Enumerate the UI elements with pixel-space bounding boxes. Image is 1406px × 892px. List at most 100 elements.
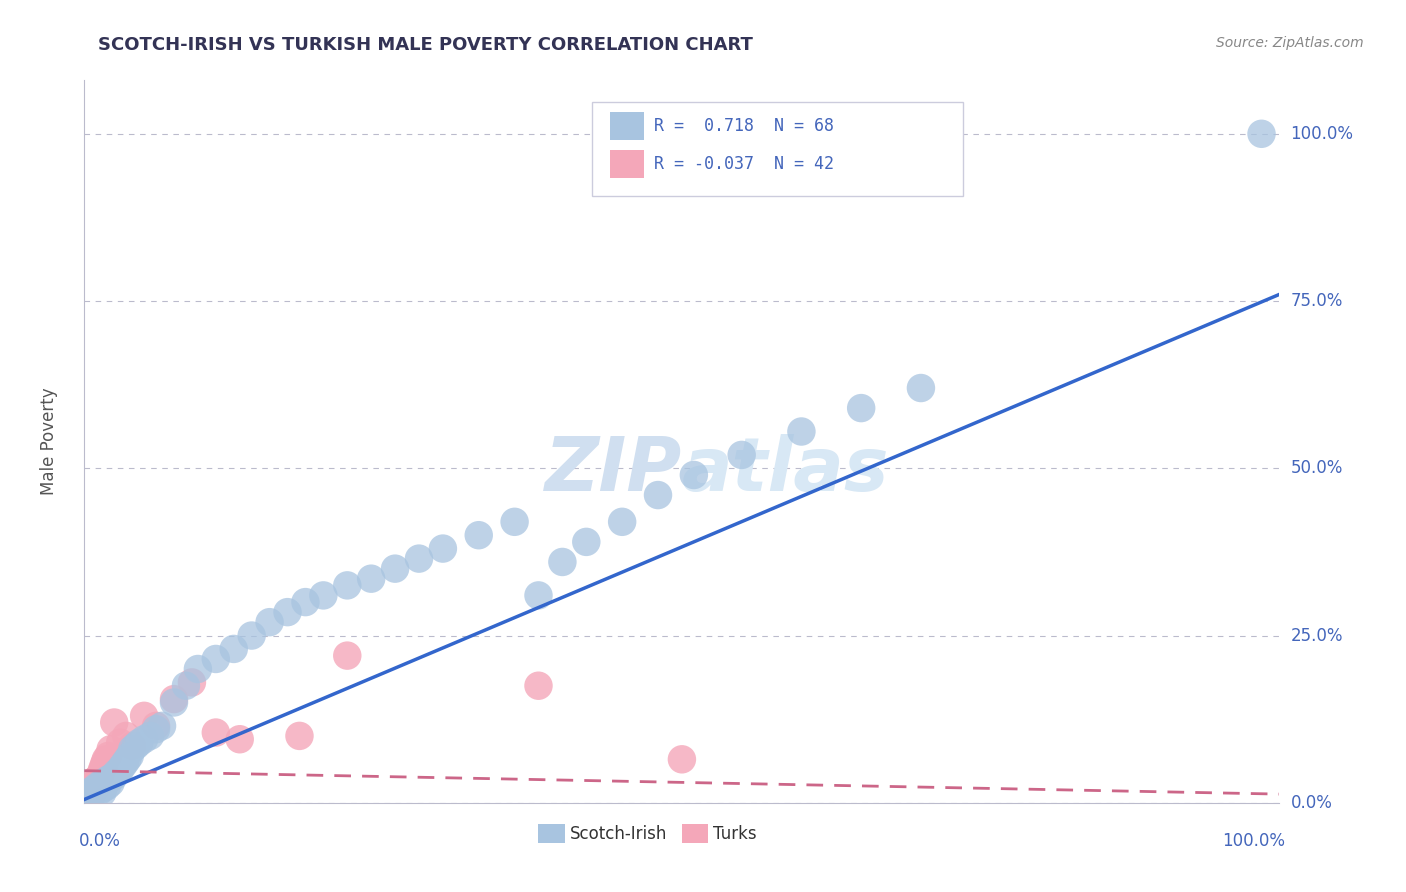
- Point: [86, 776, 108, 790]
- Point: [84, 779, 107, 793]
- Point: [145, 719, 167, 733]
- Point: [93, 756, 115, 770]
- Point: [125, 739, 148, 753]
- Text: 75.0%: 75.0%: [1291, 292, 1343, 310]
- Point: [77, 789, 100, 804]
- Point: [96, 779, 118, 793]
- Point: [77, 790, 100, 805]
- Point: [259, 615, 281, 630]
- Bar: [610, 112, 644, 139]
- Point: [336, 578, 359, 592]
- Point: [187, 662, 209, 676]
- Point: [94, 774, 117, 789]
- Text: atlas: atlas: [682, 434, 890, 507]
- Point: [100, 742, 122, 756]
- Point: [731, 448, 754, 462]
- Point: [97, 749, 120, 764]
- Point: [77, 788, 100, 802]
- Point: [145, 723, 167, 737]
- Text: 50.0%: 50.0%: [1291, 459, 1343, 477]
- Point: [83, 781, 105, 796]
- Point: [93, 759, 115, 773]
- Point: [76, 790, 98, 805]
- Text: 100.0%: 100.0%: [1291, 125, 1354, 143]
- Point: [89, 784, 111, 798]
- Point: [80, 784, 103, 798]
- Point: [503, 515, 526, 529]
- Text: R =  0.718  N = 68: R = 0.718 N = 68: [654, 117, 834, 135]
- Point: [612, 515, 634, 529]
- Point: [851, 401, 873, 416]
- Point: [83, 784, 105, 798]
- Point: [79, 786, 101, 800]
- Point: [205, 652, 228, 666]
- Point: [79, 789, 101, 804]
- Point: [527, 679, 550, 693]
- Text: 100.0%: 100.0%: [1222, 831, 1285, 850]
- Text: 25.0%: 25.0%: [1291, 626, 1343, 645]
- Text: Turks: Turks: [713, 825, 756, 843]
- Point: [163, 692, 186, 706]
- Point: [84, 784, 107, 798]
- Point: [408, 551, 430, 566]
- Point: [101, 771, 124, 785]
- Point: [115, 729, 138, 743]
- Point: [336, 648, 359, 663]
- Point: [384, 562, 406, 576]
- Text: SCOTCH-IRISH VS TURKISH MALE POVERTY CORRELATION CHART: SCOTCH-IRISH VS TURKISH MALE POVERTY COR…: [98, 36, 754, 54]
- Point: [910, 381, 932, 395]
- Point: [294, 595, 316, 609]
- Point: [121, 739, 143, 753]
- Point: [83, 785, 105, 799]
- Point: [77, 788, 100, 802]
- Point: [128, 735, 150, 749]
- Point: [87, 782, 110, 797]
- Point: [150, 719, 173, 733]
- Point: [90, 779, 112, 793]
- Point: [527, 589, 550, 603]
- Point: [139, 729, 162, 743]
- Point: [91, 776, 114, 790]
- Point: [240, 628, 263, 642]
- Point: [93, 781, 115, 796]
- Point: [77, 789, 100, 804]
- Point: [277, 605, 299, 619]
- Point: [91, 762, 114, 776]
- Point: [790, 425, 813, 439]
- Point: [671, 752, 693, 766]
- Point: [93, 777, 115, 791]
- Point: [84, 782, 107, 797]
- Text: Scotch-Irish: Scotch-Irish: [569, 825, 666, 843]
- Point: [117, 752, 139, 766]
- Point: [82, 786, 104, 800]
- Point: [91, 786, 114, 800]
- Point: [105, 765, 128, 780]
- Point: [114, 756, 136, 770]
- Point: [229, 732, 252, 747]
- Point: [87, 771, 110, 785]
- Point: [1250, 127, 1272, 141]
- Point: [288, 729, 311, 743]
- Point: [97, 772, 120, 787]
- Point: [132, 708, 156, 723]
- Bar: [538, 824, 565, 843]
- Point: [110, 735, 132, 749]
- Point: [132, 732, 156, 747]
- Point: [683, 467, 706, 482]
- Point: [86, 781, 108, 796]
- Point: [222, 642, 245, 657]
- Point: [86, 779, 108, 793]
- Point: [100, 776, 122, 790]
- Text: 0.0%: 0.0%: [79, 831, 121, 850]
- Point: [77, 790, 100, 805]
- Point: [80, 788, 103, 802]
- Point: [432, 541, 454, 556]
- Point: [647, 488, 669, 502]
- Point: [111, 759, 134, 773]
- Text: 0.0%: 0.0%: [1291, 794, 1333, 812]
- Point: [82, 782, 104, 797]
- Point: [90, 765, 112, 780]
- Point: [82, 787, 104, 801]
- Bar: [682, 824, 709, 843]
- Bar: [610, 151, 644, 178]
